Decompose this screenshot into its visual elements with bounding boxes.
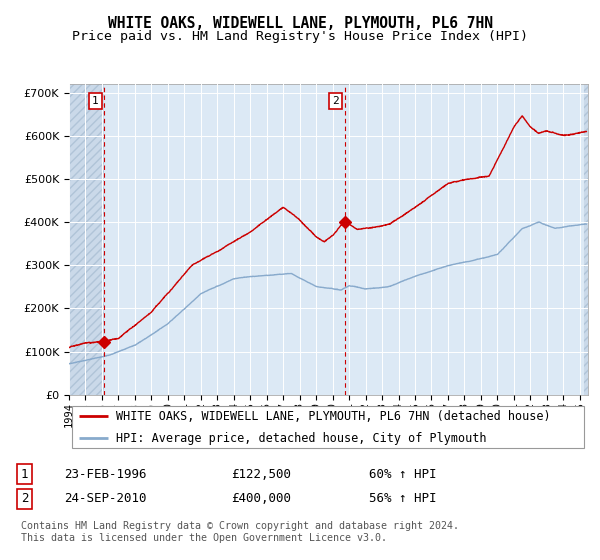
Text: 23-FEB-1996: 23-FEB-1996	[64, 468, 146, 480]
Bar	[584, 84, 588, 395]
Text: Contains HM Land Registry data © Crown copyright and database right 2024.
This d: Contains HM Land Registry data © Crown c…	[20, 521, 458, 543]
Text: WHITE OAKS, WIDEWELL LANE, PLYMOUTH, PL6 7HN (detached house): WHITE OAKS, WIDEWELL LANE, PLYMOUTH, PL6…	[116, 410, 550, 423]
Text: WHITE OAKS, WIDEWELL LANE, PLYMOUTH, PL6 7HN: WHITE OAKS, WIDEWELL LANE, PLYMOUTH, PL6…	[107, 16, 493, 31]
Text: 2: 2	[20, 492, 28, 506]
Text: £400,000: £400,000	[231, 492, 291, 506]
Bar	[69, 84, 104, 395]
Text: £122,500: £122,500	[231, 468, 291, 480]
Text: 1: 1	[20, 468, 28, 480]
Bar	[584, 84, 588, 395]
Text: 2: 2	[332, 96, 339, 106]
Text: HPI: Average price, detached house, City of Plymouth: HPI: Average price, detached house, City…	[116, 432, 486, 445]
Text: Price paid vs. HM Land Registry's House Price Index (HPI): Price paid vs. HM Land Registry's House …	[72, 30, 528, 43]
Text: 24-SEP-2010: 24-SEP-2010	[64, 492, 146, 506]
Text: 1: 1	[92, 96, 99, 106]
Bar	[69, 84, 104, 395]
Text: 56% ↑ HPI: 56% ↑ HPI	[369, 492, 437, 506]
FancyBboxPatch shape	[71, 405, 584, 449]
Text: 60% ↑ HPI: 60% ↑ HPI	[369, 468, 437, 480]
